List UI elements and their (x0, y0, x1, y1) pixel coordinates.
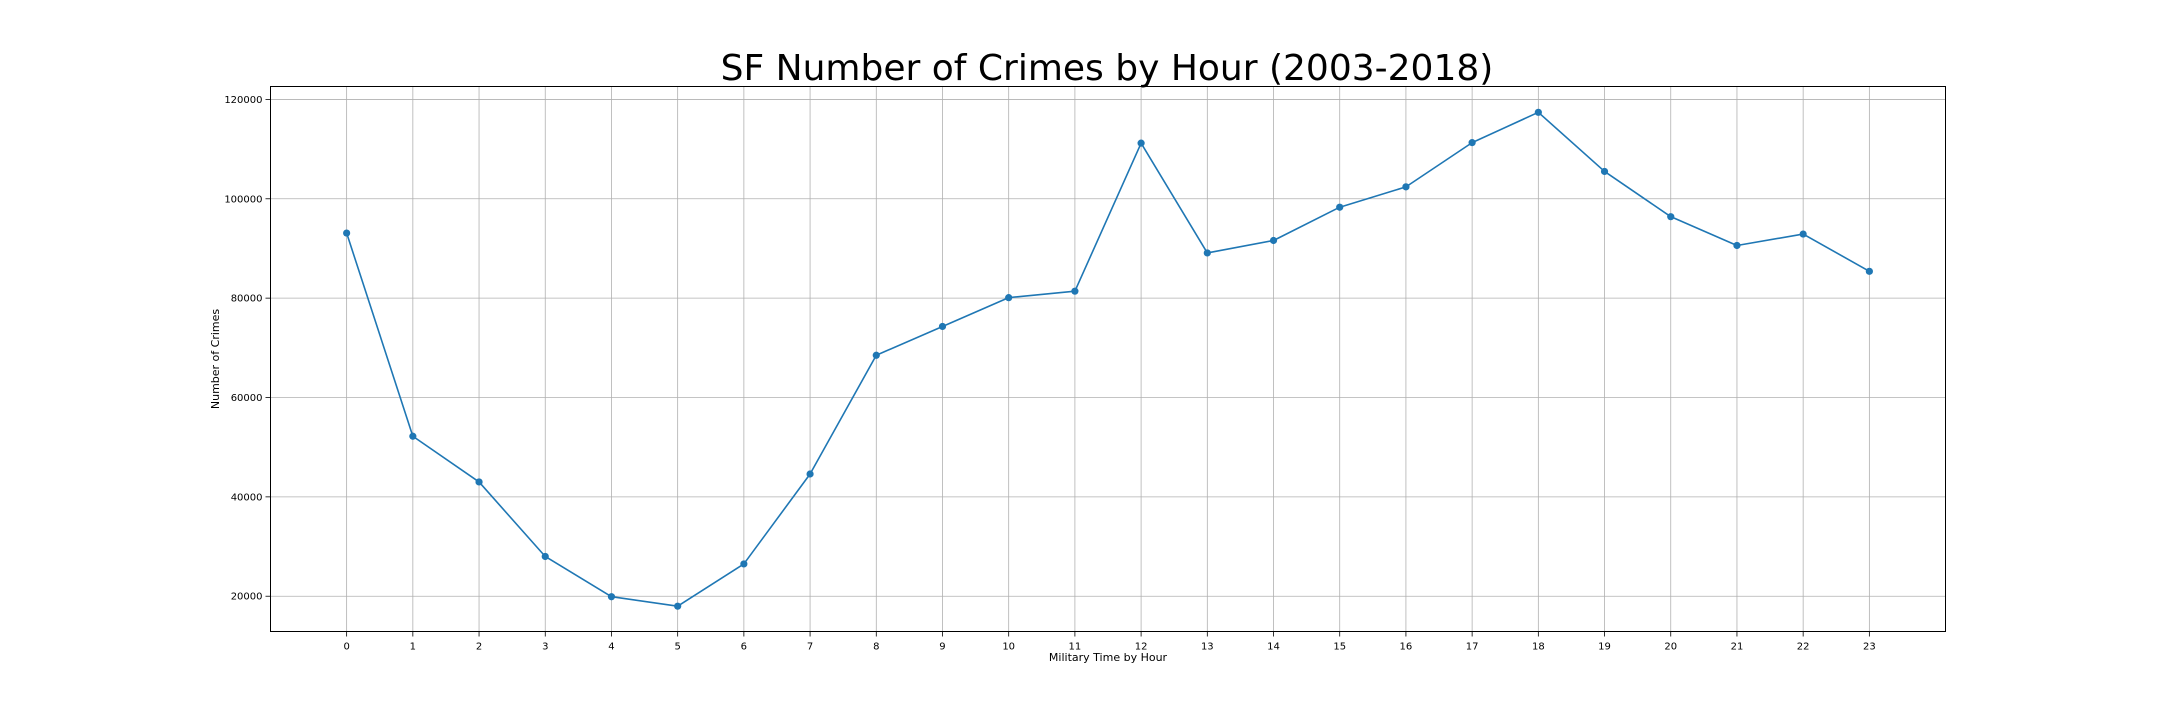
plot-frame (270, 86, 1946, 632)
data-point (1137, 139, 1145, 147)
x-tick-label: 19 (1598, 642, 1611, 653)
y-tick-label: 60000 (231, 393, 263, 404)
data-point (1071, 287, 1079, 295)
x-tick-label: 1 (410, 642, 416, 653)
x-tick-label: 8 (873, 642, 879, 653)
x-tick-label: 15 (1333, 642, 1346, 653)
data-point (1336, 203, 1344, 211)
y-tick-label: 20000 (231, 592, 263, 603)
x-tick-label: 9 (939, 642, 945, 653)
data-point (1667, 213, 1675, 221)
x-tick-label: 5 (674, 642, 680, 653)
data-point (806, 470, 814, 478)
data-point (1005, 294, 1013, 302)
data-point (872, 351, 880, 359)
data-point (740, 560, 748, 568)
data-point (475, 478, 483, 486)
x-tick-label: 22 (1797, 642, 1810, 653)
data-point (1799, 230, 1807, 238)
y-tick-label: 80000 (231, 294, 263, 305)
x-tick-label: 6 (741, 642, 747, 653)
data-point (1269, 236, 1278, 245)
data-point (1203, 249, 1211, 257)
x-tick-label: 14 (1267, 642, 1280, 653)
x-tick-label: 2 (476, 642, 482, 653)
x-tick-label: 21 (1731, 642, 1744, 653)
data-series (343, 108, 1873, 610)
data-point (1468, 139, 1476, 147)
y-axis-label: Number of Crimes (209, 309, 222, 410)
x-tick-label: 3 (542, 642, 548, 653)
y-tick-label: 40000 (231, 492, 263, 503)
x-axis-label: Military Time by Hour (1049, 651, 1168, 664)
data-point (1865, 267, 1873, 275)
x-tick-label: 13 (1201, 642, 1214, 653)
series-line (345, 111, 1870, 607)
data-point (1733, 241, 1741, 250)
x-tick-label: 7 (807, 642, 813, 653)
data-point (1600, 167, 1609, 176)
data-point (1534, 108, 1542, 116)
data-point (607, 593, 616, 601)
x-tick-label: 10 (1002, 642, 1015, 653)
data-point (1402, 183, 1410, 191)
x-tick-label: 23 (1863, 642, 1876, 653)
data-point (674, 602, 682, 610)
y-tick-label: 120000 (224, 95, 262, 106)
data-point (343, 229, 351, 237)
x-tick-label: 12 (1135, 642, 1148, 653)
data-point (938, 322, 947, 331)
x-tick-label: 11 (1069, 642, 1082, 653)
grid (270, 86, 1946, 632)
x-tick-label: 16 (1400, 642, 1413, 653)
chart-title: SF Number of Crimes by Hour (2003-2018) (721, 48, 1494, 89)
y-tick-label: 100000 (224, 194, 262, 205)
x-tick-label: 4 (608, 642, 614, 653)
x-tick-label: 17 (1466, 642, 1479, 653)
data-point (541, 552, 549, 561)
x-tick-label: 0 (343, 642, 349, 653)
data-point (409, 432, 417, 440)
axis-ticks: 0 1 2 3 4 5 6 7 8 9 10 11 12 13 14 15 16 17 18 19 20 21 22 2320… (224, 95, 1875, 653)
x-tick-label: 20 (1664, 642, 1677, 653)
x-tick-label: 18 (1532, 642, 1545, 653)
